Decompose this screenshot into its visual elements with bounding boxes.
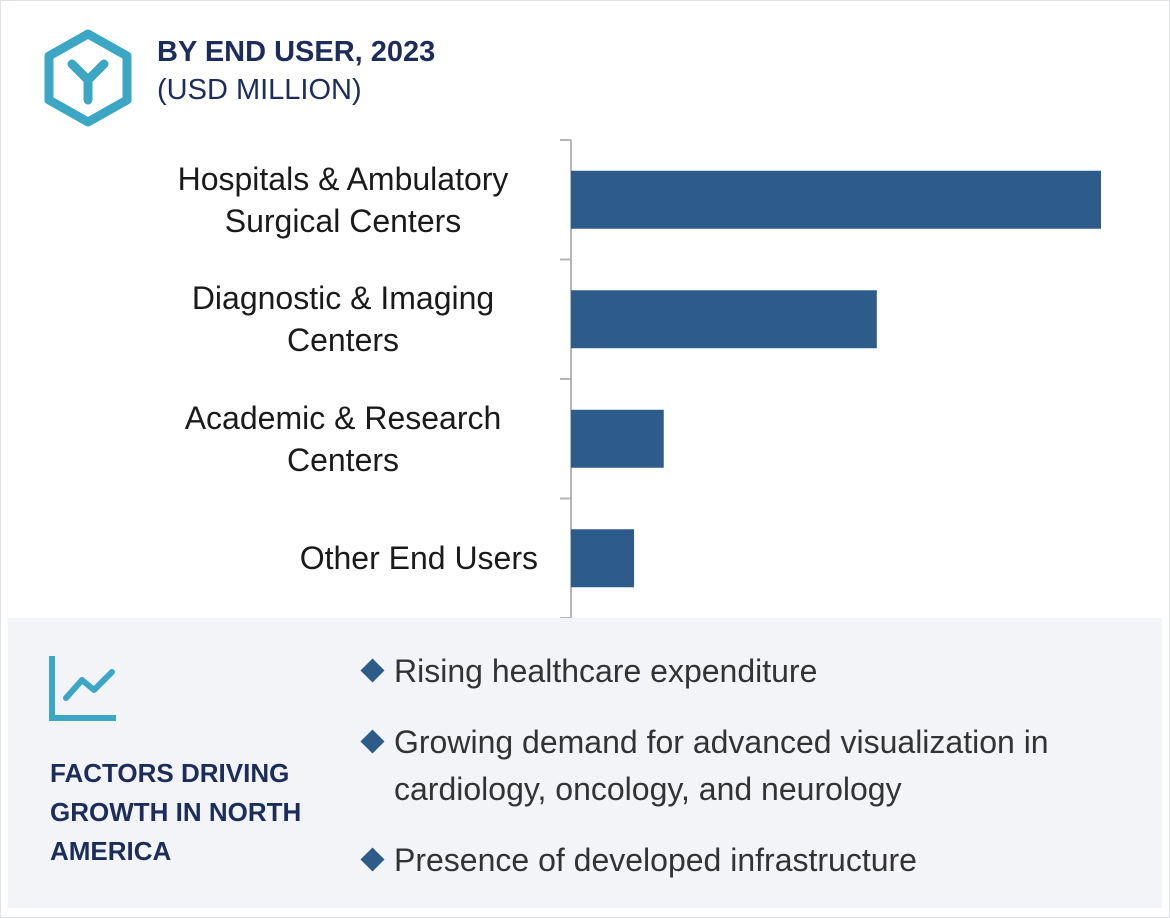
chart-subtitle: (USD MILLION) [157,74,362,106]
brand-icon [44,29,132,127]
factor-item: Growing demand for advanced visualizatio… [358,719,1148,813]
bar [571,529,635,588]
category-label: Hospitals & Ambulatory Surgical Centers [177,160,509,239]
factors-panel: FACTORS DRIVING GROWTH IN NORTH AMERICA … [8,618,1162,908]
factor-item: Rising healthcare expenditure [358,648,1148,695]
chart-title: BY END USER, 2023 [157,36,436,68]
panel-title: FACTORS DRIVING GROWTH IN NORTH AMERICA [50,758,302,866]
trend-icon [49,656,116,721]
factor-item: Presence of developed infrastructure [358,837,1148,884]
bar [571,290,877,349]
category-label: Diagnostic & Imaging Centers [191,280,495,359]
chart [560,139,1101,619]
bar [571,170,1101,229]
category-label: Other End Users [299,540,538,577]
bar [571,409,664,468]
category-label: Academic & Research Centers [184,399,502,478]
factor-list: Rising healthcare expenditure Growing dem… [358,648,1148,908]
